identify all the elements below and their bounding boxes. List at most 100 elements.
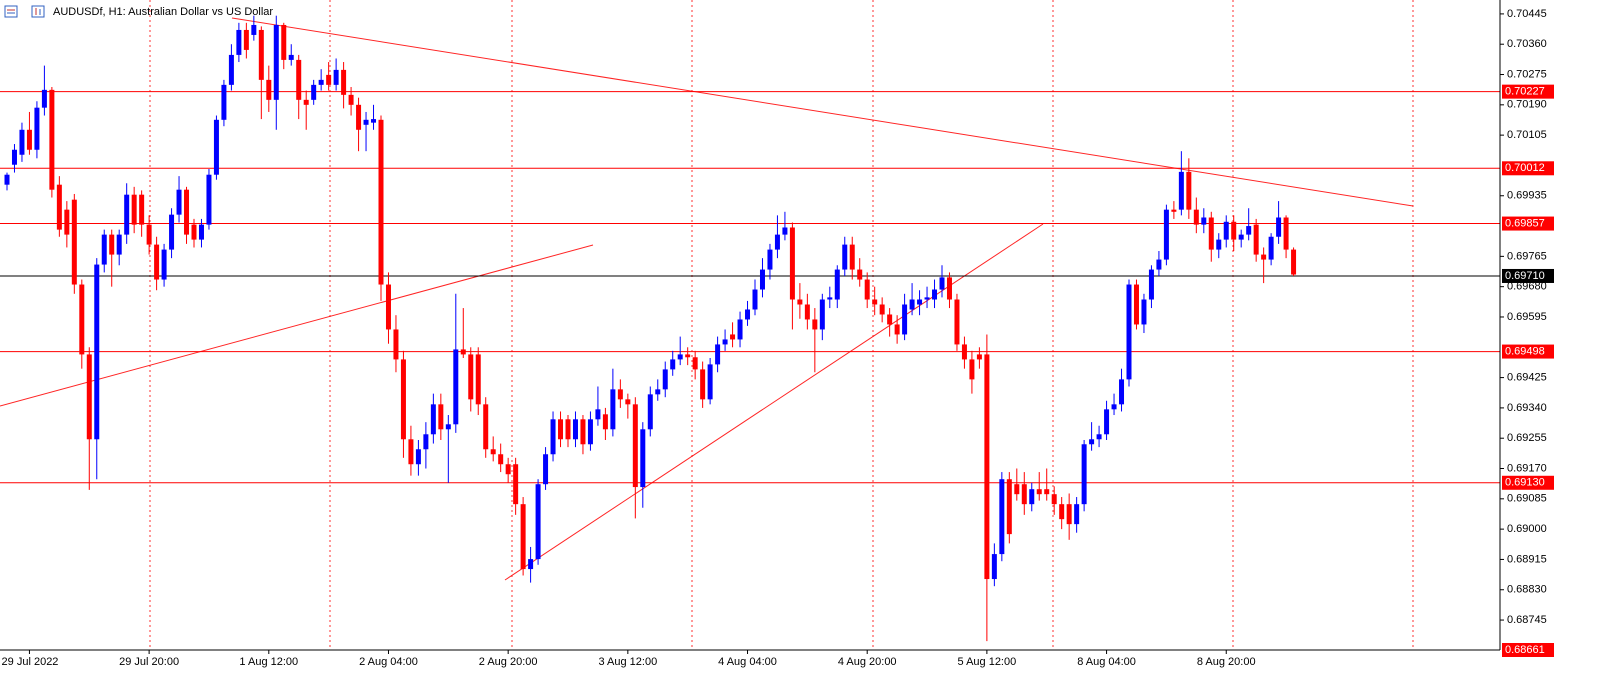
- candle-body: [266, 79, 272, 100]
- candle-body: [872, 299, 878, 305]
- level-label-box: [1502, 475, 1554, 490]
- candle-body: [752, 289, 758, 310]
- candle-body: [206, 174, 212, 225]
- candle-body: [1171, 209, 1177, 212]
- candle-body: [296, 59, 302, 100]
- x-tick-label: 3 Aug 12:00: [598, 656, 657, 668]
- candle-body: [984, 354, 990, 580]
- candle-body: [1036, 489, 1042, 495]
- candle-body: [1089, 439, 1095, 445]
- candle-body: [737, 319, 743, 340]
- candle-body: [251, 24, 257, 35]
- y-tick-label: 0.69595: [1507, 311, 1547, 323]
- candle-body: [221, 84, 227, 120]
- candle-body: [1014, 484, 1020, 495]
- y-tick-label: 0.70360: [1507, 38, 1547, 50]
- trendline: [504, 223, 1044, 581]
- candle-body: [236, 29, 242, 55]
- candle-body: [1148, 269, 1154, 300]
- candle-body: [730, 334, 736, 340]
- candle-body: [49, 89, 55, 190]
- candle-body: [1216, 239, 1222, 250]
- candle-body: [288, 54, 294, 60]
- y-tick-label: 0.69085: [1507, 493, 1547, 505]
- candle-body: [333, 69, 339, 85]
- candle-body: [438, 404, 444, 430]
- candle-body: [976, 354, 982, 360]
- candle-body: [483, 404, 489, 450]
- candle-body: [176, 189, 182, 215]
- candle-body: [1223, 221, 1229, 240]
- candle-body: [632, 404, 638, 488]
- candle-body: [41, 89, 47, 108]
- candle-body: [1074, 504, 1080, 525]
- candle-body: [1066, 504, 1072, 525]
- candle-body: [1006, 479, 1012, 535]
- candle-body: [1268, 236, 1274, 260]
- candle-body: [318, 79, 324, 85]
- candle-body: [670, 359, 676, 370]
- candle-body: [625, 399, 631, 405]
- y-tick-label: 0.68915: [1507, 553, 1547, 565]
- candle-body: [1021, 484, 1027, 505]
- candle-body: [513, 464, 519, 505]
- candle-body: [543, 454, 549, 485]
- icon: [4, 5, 18, 18]
- candle-body: [109, 234, 115, 255]
- day-separators: [149, 0, 1414, 650]
- candle-body: [849, 244, 855, 270]
- candle-body: [617, 389, 623, 400]
- candle-body: [602, 414, 608, 430]
- candle-body: [1178, 171, 1184, 210]
- candle-body: [1208, 217, 1214, 250]
- candle-body: [64, 209, 70, 235]
- candle-body: [707, 364, 713, 400]
- candle-body: [1029, 489, 1035, 505]
- candle-body: [1276, 217, 1282, 237]
- candle-body: [71, 199, 77, 285]
- candle-body: [1126, 284, 1132, 380]
- candle-body: [1238, 234, 1244, 240]
- candles: [4, 15, 1297, 642]
- level-label-box: [1502, 643, 1554, 657]
- candle-body: [445, 424, 451, 430]
- x-tick-label: 29 Jul 2022: [2, 656, 59, 668]
- y-tick-label: 0.69765: [1507, 250, 1547, 262]
- candle-body: [1163, 209, 1169, 260]
- candle-body: [1133, 284, 1139, 325]
- candle-body: [1193, 209, 1199, 225]
- candle-body: [558, 419, 564, 440]
- y-tick-label: 0.69935: [1507, 190, 1547, 202]
- candle-body: [715, 344, 721, 365]
- level-label-box: [1502, 84, 1554, 99]
- candle-body: [1291, 249, 1297, 275]
- title-icons: [4, 5, 45, 18]
- candle-body: [692, 357, 698, 370]
- candle-body: [1096, 434, 1102, 440]
- candle-body: [587, 419, 593, 445]
- candle-body: [759, 269, 765, 290]
- candle-body: [146, 224, 152, 245]
- level-label: 0.69710: [1505, 270, 1545, 282]
- candle-body: [932, 289, 938, 300]
- candle-body: [864, 279, 870, 300]
- level-label: 0.69130: [1505, 477, 1545, 489]
- candle-body: [34, 107, 40, 150]
- candle-body: [490, 449, 496, 455]
- candle-body: [640, 429, 646, 488]
- candle-body: [580, 419, 586, 445]
- candle-body: [19, 129, 25, 155]
- candle-body: [902, 304, 908, 335]
- candle-body: [258, 29, 264, 80]
- candle-body: [700, 369, 706, 400]
- candle-body: [819, 299, 825, 330]
- candle-body: [498, 454, 504, 465]
- x-tick-label: 5 Aug 12:00: [958, 656, 1017, 668]
- candle-body: [453, 349, 459, 425]
- level-label: 0.69498: [1505, 345, 1545, 357]
- candle-body: [969, 359, 975, 380]
- candle-body: [505, 464, 511, 475]
- candle-body: [789, 227, 795, 300]
- candle-body: [887, 314, 893, 325]
